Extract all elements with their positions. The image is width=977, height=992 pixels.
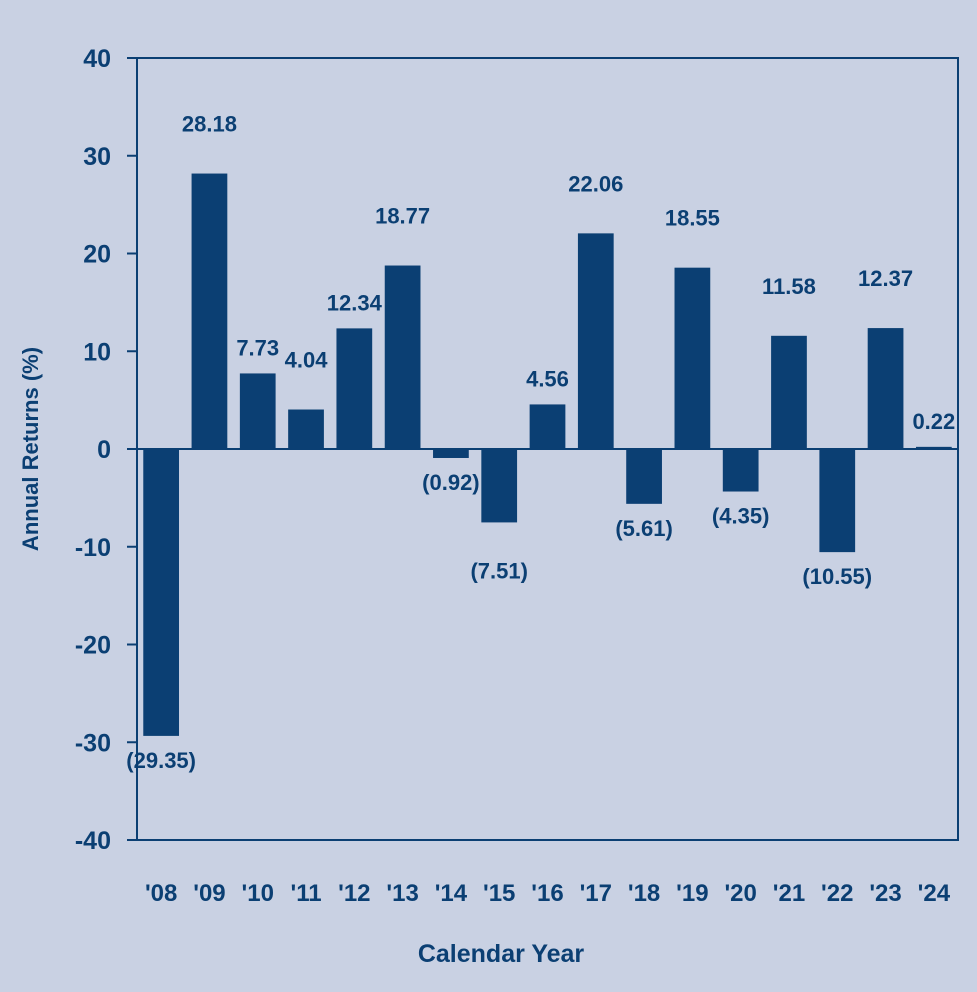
- x-axis-ticks: '08 '09 '10 '11 '12 '13 '14 '15 '16 '17 '18 '19 '20 '…: [145, 880, 951, 907]
- data-labels: (29.35) 28.18 7.73 4.04 12.34 18.77 (0.92) (7.5…: [126, 112, 955, 773]
- x-tick-label: '09: [193, 880, 225, 907]
- y-tick-label: 20: [83, 241, 111, 269]
- x-tick-label: '18: [628, 880, 660, 907]
- bar: [288, 409, 324, 449]
- x-tick-label: '17: [580, 880, 612, 907]
- x-tick-label: '20: [724, 880, 756, 907]
- data-label: (0.92): [422, 470, 479, 495]
- y-tick-label: 10: [83, 338, 111, 366]
- bar: [239, 373, 276, 449]
- x-tick-label: '19: [676, 880, 708, 907]
- data-label: 22.06: [568, 171, 623, 196]
- x-tick-label: '23: [869, 880, 901, 907]
- x-tick-label: '13: [386, 880, 418, 907]
- x-tick-label: '15: [483, 880, 515, 907]
- bar: [577, 233, 614, 449]
- x-tick-label: '22: [821, 880, 853, 907]
- data-label: 18.55: [665, 206, 720, 231]
- data-label: (7.51): [470, 558, 527, 583]
- y-tick-label: -40: [75, 827, 111, 855]
- bar: [771, 335, 807, 449]
- y-axis-title: Annual Returns (%): [18, 347, 43, 551]
- bar: [143, 449, 180, 736]
- x-tick-label: '11: [290, 880, 321, 907]
- bar: [915, 446, 952, 449]
- data-label: 11.58: [762, 274, 816, 299]
- data-label: 7.73: [236, 335, 279, 360]
- x-tick-label: '24: [918, 880, 951, 907]
- data-label: 12.37: [858, 266, 913, 291]
- x-tick-label: '14: [435, 880, 468, 907]
- x-tick-label: '10: [242, 880, 274, 907]
- x-tick-label: '08: [145, 880, 177, 907]
- y-tick-label: 0: [97, 436, 111, 464]
- data-label: (5.61): [615, 516, 672, 541]
- x-tick-label: '12: [338, 880, 370, 907]
- bar: [867, 328, 904, 449]
- data-label: 4.04: [285, 348, 329, 373]
- bars: [143, 173, 952, 736]
- x-axis-title: Calendar Year: [418, 940, 585, 968]
- data-label: 0.22: [912, 409, 955, 434]
- data-label: (4.35): [712, 504, 769, 529]
- bar: [529, 404, 566, 449]
- y-tick-label: -30: [75, 729, 111, 757]
- y-tick-label: 40: [83, 45, 111, 73]
- bar: [384, 265, 421, 449]
- bar: [722, 449, 759, 492]
- data-label: 4.56: [526, 366, 569, 391]
- x-tick-label: '21: [773, 880, 805, 907]
- bar: [336, 328, 373, 449]
- bar: [191, 173, 228, 449]
- data-label: 12.34: [327, 290, 383, 315]
- bar: [674, 267, 711, 449]
- x-tick-label: '16: [531, 880, 563, 907]
- y-tick-label: -20: [75, 632, 111, 660]
- data-label: 28.18: [182, 112, 237, 137]
- data-label: (29.35): [126, 748, 196, 773]
- bar: [626, 449, 662, 504]
- y-tick-label: 30: [83, 143, 111, 171]
- y-axis-ticks: 40 30 20 10 0 -10 -20 -30 -40: [75, 45, 137, 855]
- data-label: (10.55): [802, 564, 872, 589]
- data-label: 18.77: [375, 204, 430, 229]
- bar: [481, 449, 518, 523]
- bar: [433, 449, 469, 458]
- y-tick-label: -10: [75, 534, 111, 562]
- bar: [819, 449, 856, 553]
